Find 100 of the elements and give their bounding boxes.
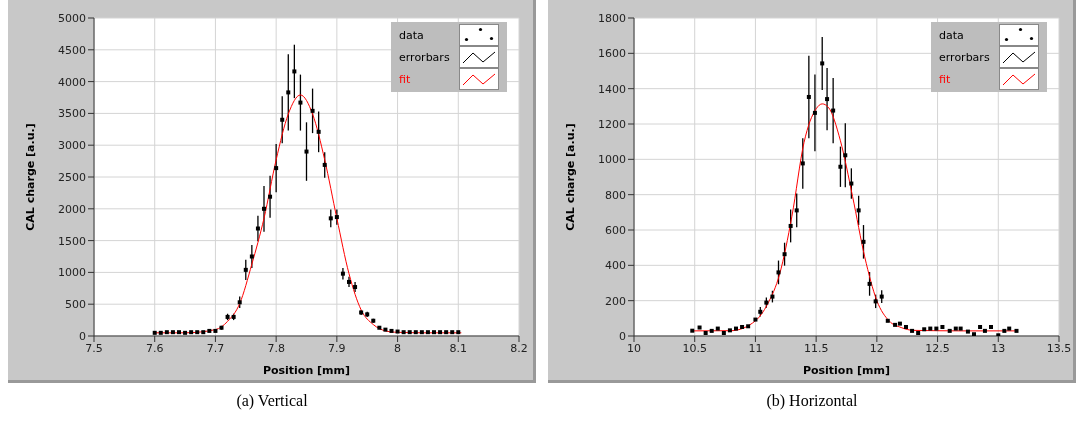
point: [849, 181, 854, 186]
line-series: [691, 103, 1017, 332]
point: [893, 322, 898, 327]
point: [170, 330, 175, 335]
point: [328, 216, 333, 221]
point: [812, 110, 817, 115]
point: [334, 215, 339, 220]
point: [207, 328, 212, 333]
point: [825, 97, 830, 102]
point: [904, 324, 908, 329]
point: [776, 270, 781, 275]
point: [740, 324, 745, 329]
x-tick-label: 7.9: [328, 341, 346, 355]
point: [195, 330, 200, 335]
point: [910, 328, 915, 333]
point: [838, 164, 843, 169]
point: [183, 330, 188, 335]
x-tick-label: 8.1: [449, 341, 468, 355]
y-tick-label: 1200: [598, 117, 626, 131]
y-tick-label: 0: [79, 329, 86, 343]
point: [274, 166, 279, 171]
y-tick-label: 2500: [58, 170, 86, 184]
point: [377, 325, 382, 330]
y-tick-label: 5000: [58, 11, 86, 25]
point: [395, 329, 400, 334]
point: [419, 330, 424, 335]
point: [255, 226, 260, 231]
point: [1014, 328, 1019, 333]
point: [243, 267, 248, 272]
y-tick-label: 1400: [598, 82, 626, 96]
x-tick-label: 13: [991, 341, 1006, 355]
point: [456, 330, 461, 335]
x-tick-label: 10: [627, 341, 641, 355]
x-tick-label: 7.6: [145, 341, 164, 355]
point: [843, 153, 848, 158]
point: [262, 206, 266, 211]
point: [158, 330, 163, 335]
point: [746, 324, 751, 329]
point: [770, 294, 775, 299]
point: [934, 326, 939, 331]
y-axis-title: CAL charge [a.u.]: [563, 123, 577, 231]
x-tick-label: 8.2: [510, 341, 528, 355]
x-axis-title: Position [mm]: [262, 364, 351, 377]
line-series: [154, 94, 462, 334]
x-tick-label: 12: [869, 341, 884, 355]
point: [958, 326, 963, 331]
point: [304, 149, 309, 154]
point: [947, 328, 952, 333]
x-tick-label: 12.5: [925, 341, 950, 355]
point: [164, 330, 169, 335]
point: [280, 117, 285, 122]
y-tick-label: 500: [65, 298, 86, 312]
x-tick-label: 11.5: [803, 341, 829, 355]
annotation: errorbars: [399, 50, 450, 64]
point: [734, 326, 738, 331]
point: [322, 162, 327, 167]
point: [177, 330, 181, 335]
legend-panel: data errorbars fit: [391, 22, 507, 92]
point: [709, 328, 714, 333]
text: (b) Horizontal: [765, 392, 859, 410]
x-axis-title: Position [mm]: [802, 364, 891, 377]
y-tick-label: 1000: [58, 266, 86, 280]
point: [922, 327, 927, 332]
point: [432, 330, 436, 335]
x-tick-label: 7.7: [206, 341, 225, 355]
y-tick-label: 200: [605, 294, 626, 308]
point: [721, 331, 726, 335]
point: [727, 328, 732, 333]
point: [201, 330, 206, 335]
point: [389, 328, 394, 333]
point: [1002, 328, 1007, 333]
point: [152, 330, 157, 335]
point: [982, 328, 987, 333]
x-tick-label: 13.5: [1046, 341, 1072, 355]
x-tick-label: 11: [748, 341, 763, 355]
point: [800, 161, 805, 166]
point: [383, 327, 388, 332]
y-tick-label: 1800: [598, 11, 626, 25]
point: [885, 318, 890, 323]
point: [401, 330, 406, 335]
point: [213, 328, 218, 333]
y-tick-label: 0: [619, 329, 626, 343]
y-axis-title: CAL charge [a.u.]: [23, 123, 37, 231]
point: [268, 194, 273, 199]
point: [996, 333, 1001, 336]
point: [856, 208, 861, 213]
point: [703, 331, 708, 335]
point: [753, 317, 758, 322]
point: [897, 321, 902, 326]
point: [916, 331, 921, 335]
point: [310, 108, 315, 113]
point: [820, 61, 825, 66]
point: [340, 271, 345, 276]
point: [794, 208, 799, 213]
y-tick-label: 3500: [58, 107, 86, 121]
point: [413, 330, 418, 335]
y-tick-label: 4000: [58, 75, 86, 89]
text: (a) Vertical: [235, 392, 309, 410]
point: [697, 325, 702, 330]
point: [953, 326, 958, 331]
